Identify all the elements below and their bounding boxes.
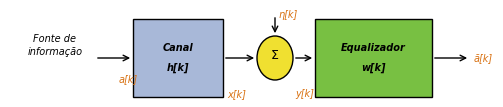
Text: informação: informação: [28, 47, 82, 57]
Text: y[k]: y[k]: [295, 89, 314, 99]
Text: x[k]: x[k]: [227, 89, 246, 99]
Text: Canal: Canal: [162, 43, 193, 53]
Text: η[k]: η[k]: [278, 10, 297, 20]
Text: h[k]: h[k]: [167, 63, 189, 73]
Text: Fonte de: Fonte de: [34, 34, 76, 44]
Text: Σ: Σ: [271, 48, 279, 62]
Text: Equalizador: Equalizador: [341, 43, 406, 53]
Ellipse shape: [257, 36, 293, 80]
Bar: [133, 19, 223, 97]
Text: w[k]: w[k]: [361, 63, 386, 73]
Bar: [315, 19, 432, 97]
Text: ã[k]: ã[k]: [474, 53, 493, 63]
Text: a[k]: a[k]: [118, 74, 137, 84]
